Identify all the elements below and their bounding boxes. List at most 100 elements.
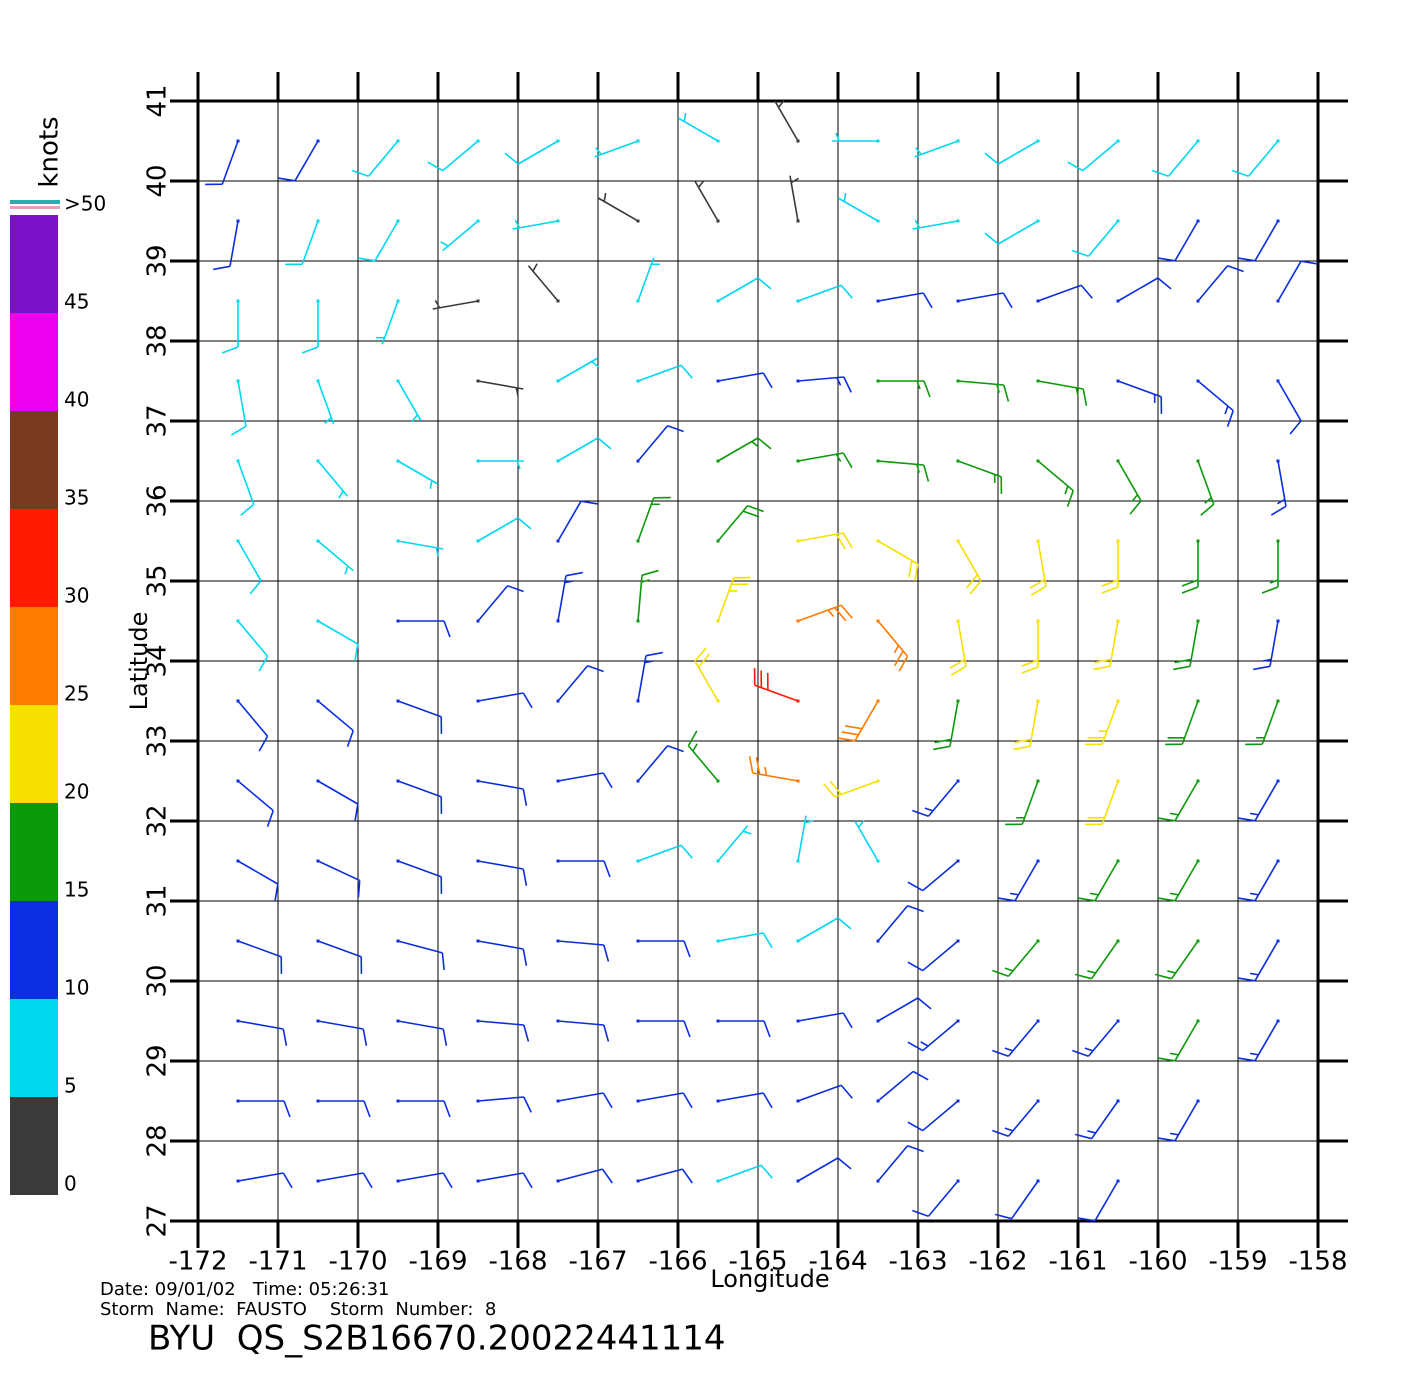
wind-barb [597, 192, 639, 222]
wind-barb [949, 620, 967, 676]
wind-barb [797, 1084, 853, 1102]
colorbar-segment [10, 509, 58, 607]
wind-barb [477, 780, 528, 806]
wind-barb [352, 140, 399, 177]
wind-barb [877, 620, 909, 672]
colorbar-tick-label: 5 [64, 1074, 77, 1098]
colorbar-segment [10, 215, 58, 313]
x-tick-label: -162 [968, 1247, 1027, 1277]
barb-station [1116, 939, 1120, 943]
wind-barb [317, 460, 349, 499]
wind-barb [994, 1180, 1039, 1220]
wind-barb [238, 1100, 291, 1118]
colorbar-tick-label: 30 [64, 584, 89, 608]
wind-barb [797, 284, 853, 302]
wind-barb [877, 997, 932, 1022]
y-tick-label: 27 [143, 1204, 173, 1237]
colorbar-segment [10, 313, 58, 411]
barb-station [316, 299, 320, 303]
wind-barb [1077, 860, 1119, 902]
barb-station [716, 379, 720, 383]
wind-barb [397, 700, 443, 734]
wind-barb [427, 140, 479, 172]
barb-station [1196, 1019, 1200, 1023]
barb-station [1196, 779, 1200, 783]
colorbar-tick-label: 25 [64, 682, 89, 706]
wind-barb [301, 301, 319, 354]
wind-barb [907, 860, 959, 892]
wind-barb [594, 140, 639, 158]
barb-station [556, 779, 560, 783]
wind-barb [877, 540, 919, 582]
barb-station [396, 859, 400, 863]
wind-barb [376, 300, 399, 345]
wind-barb [1157, 780, 1199, 822]
wind-barb [317, 1020, 368, 1046]
x-tick-label: -159 [1208, 1247, 1267, 1277]
barb-station [316, 459, 320, 463]
wind-barb [637, 569, 659, 622]
plot-frame [196, 99, 1320, 1223]
barb-station [1116, 379, 1120, 383]
barb-station [1276, 859, 1280, 863]
wind-barb [557, 940, 610, 962]
y-tick-label: 37 [143, 404, 173, 437]
wind-barb [637, 425, 684, 462]
wind-barb [205, 140, 239, 186]
barb-station [956, 859, 960, 863]
barb-station [476, 139, 480, 143]
wind-barb [477, 380, 524, 397]
barb-station [476, 219, 480, 223]
wind-barb [797, 452, 853, 469]
barb-station [1276, 379, 1280, 383]
wind-barb [797, 917, 852, 942]
barb-station [476, 859, 480, 863]
barb-station [476, 1019, 480, 1023]
wind-barb [527, 263, 559, 302]
wind-barb [984, 220, 1039, 245]
wind-barb [717, 505, 764, 542]
barb-station [316, 219, 320, 223]
wind-barb [1154, 940, 1199, 980]
wind-barb [677, 112, 719, 142]
barb-station [796, 1179, 800, 1183]
barb-station [1036, 779, 1040, 783]
barb-station [556, 939, 560, 943]
wind-barb [398, 1100, 451, 1118]
wind-barb [477, 1096, 532, 1113]
barb-station [636, 1179, 640, 1183]
barb-station [716, 1019, 720, 1023]
colorbar-tick-label: 10 [64, 976, 89, 1000]
wind-barb [637, 496, 671, 542]
wind-barb [397, 380, 422, 422]
wind-barb [957, 540, 982, 595]
x-tick-label: -160 [1128, 1247, 1187, 1277]
barb-station [316, 139, 320, 143]
wind-barb [992, 940, 1039, 977]
barb-station [236, 619, 240, 623]
barb-station [1116, 139, 1120, 143]
barb-station [956, 139, 960, 143]
wind-barb [717, 1164, 773, 1182]
x-tick-label: -164 [808, 1247, 867, 1277]
y-tick-label: 29 [143, 1044, 173, 1077]
barb-station [476, 539, 480, 543]
barb-station [796, 779, 800, 783]
wind-barb [1085, 780, 1119, 826]
barb-station [316, 779, 320, 783]
y-tick-label: 38 [143, 324, 173, 357]
barb-station [316, 539, 320, 543]
barb-station [796, 939, 800, 943]
wind-barb [797, 1012, 853, 1029]
wind-barb [237, 780, 274, 827]
barb-station [1036, 1179, 1040, 1183]
wind-barb [997, 860, 1039, 902]
barb-station [236, 459, 240, 463]
barb-station [556, 1179, 560, 1183]
barb-station [716, 699, 720, 703]
barb-station [636, 699, 640, 703]
barb-station [316, 1019, 320, 1023]
wind-barb [477, 940, 528, 966]
barb-station [956, 1179, 960, 1183]
wind-barb [213, 220, 239, 271]
